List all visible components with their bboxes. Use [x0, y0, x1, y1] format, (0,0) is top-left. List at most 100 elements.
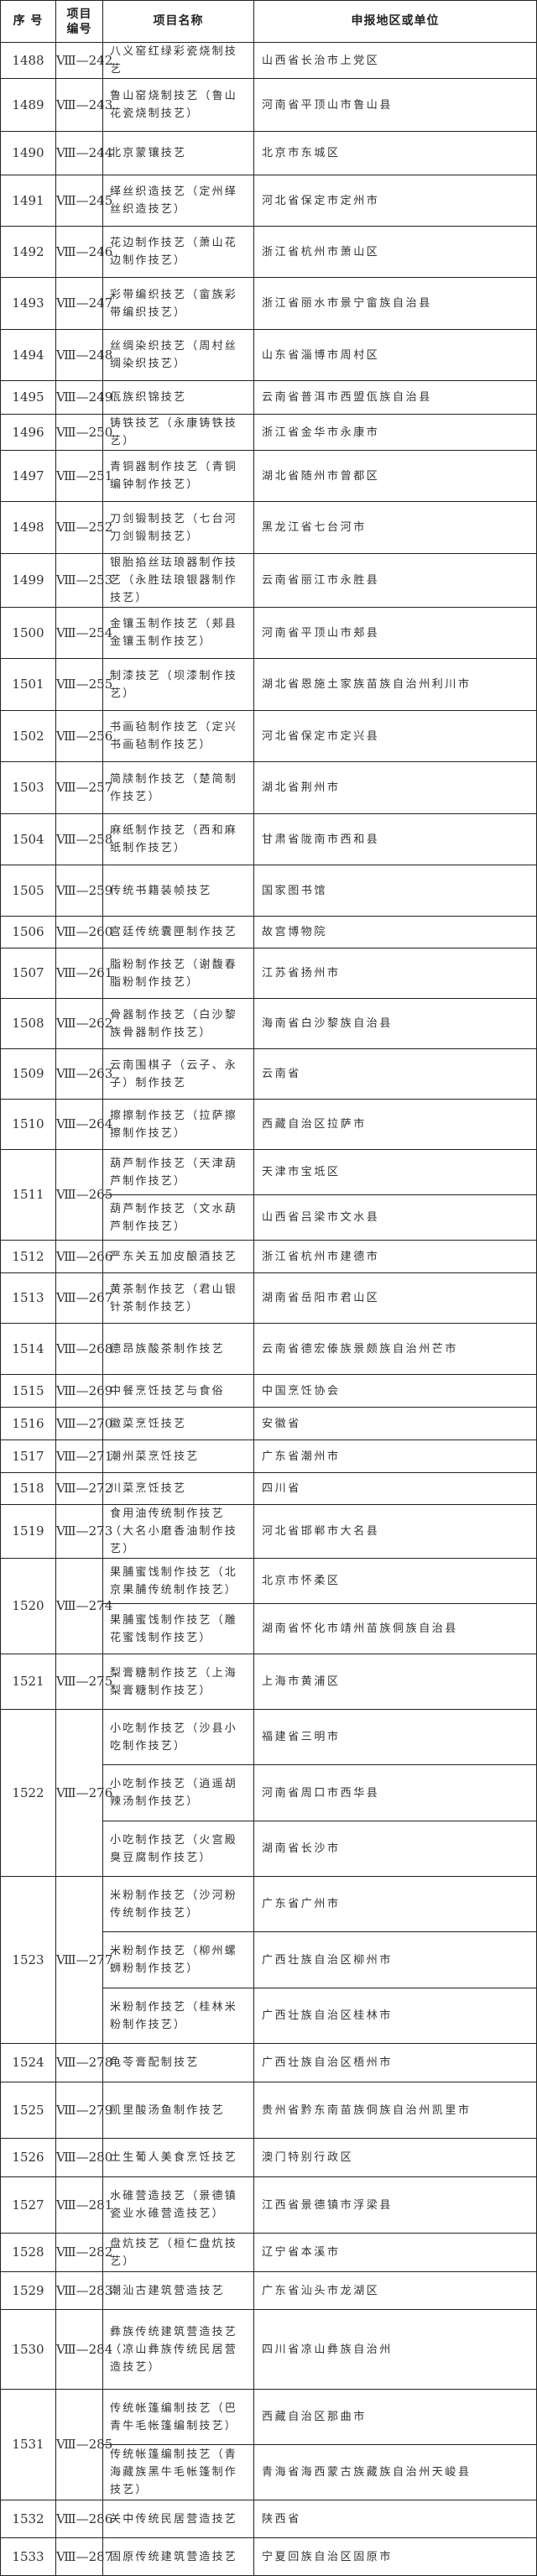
row-number: 1495: [0, 380, 56, 415]
table-row: 1492 Ⅷ—246 花边制作技艺（萧山花边制作技艺） 浙江省杭州市萧山区: [0, 226, 537, 278]
project-name: 彝族传统建筑营造技艺（凉山彝族传统民居营造技艺）: [102, 2309, 254, 2390]
project-code: Ⅷ—266: [55, 1240, 112, 1273]
project-code: Ⅷ—277: [55, 1876, 112, 2044]
project-name: 传统帐篷编制技艺（青海藏族黑牛毛帐篷制作技艺）: [102, 2444, 254, 2500]
row-number: 1496: [0, 414, 56, 451]
project-code: Ⅷ—249: [55, 380, 112, 415]
table-row: 1501 Ⅷ—255 制漆技艺（坝漆制作技艺） 湖北省恩施土家族苗族自治州利川市: [0, 658, 537, 711]
project-code: Ⅷ—283: [55, 2271, 112, 2310]
row-number: 1517: [0, 1440, 56, 1473]
declaring-region: 广西壮族自治区桂林市: [253, 1988, 537, 2044]
project-name: 米粉制作技艺（沙河粉传统制作技艺）: [102, 1876, 254, 1932]
project-name: 黄茶制作技艺（君山银针茶制作技艺）: [102, 1272, 254, 1324]
project-name: 丝绸染织技艺（周村丝绸染织技艺）: [102, 329, 254, 381]
table-row: 1500 Ⅷ—254 金镶玉制作技艺（郏县金镶玉制作技艺） 河南省平顶山市郏县: [0, 607, 537, 659]
table-row: 1518 Ⅷ—272 川菜烹饪技艺 四川省: [0, 1472, 537, 1505]
table-row: 1512 Ⅷ—266 严东关五加皮酿酒技艺 浙江省杭州市建德市: [0, 1240, 537, 1273]
project-code: Ⅷ—285: [55, 2389, 112, 2500]
table-row: 1529 Ⅷ—283 潮汕古建筑营造技艺 广东省汕头市龙湖区: [0, 2271, 537, 2310]
table-row: 1510 Ⅷ—264 擦擦制作技艺（拉萨擦擦制作技艺） 西藏自治区拉萨市: [0, 1099, 537, 1150]
row-number: 1509: [0, 1048, 56, 1100]
row-number: 1504: [0, 813, 56, 865]
table-row: 果脯蜜饯制作技艺（雕花蜜饯制作技艺） 湖南省怀化市靖州苗族侗族自治县: [1, 1603, 537, 1654]
project-name: 制漆技艺（坝漆制作技艺）: [102, 658, 254, 711]
table-row: 1521 Ⅷ—275 梨膏糖制作技艺（上海梨膏糖制作技艺） 上海市黄浦区: [0, 1654, 537, 1710]
row-number: 1503: [0, 761, 56, 814]
row-number: 1492: [0, 226, 56, 278]
row-number: 1518: [0, 1472, 56, 1505]
table-row: 1499 Ⅷ—253 银胎掐丝珐琅器制作技艺（永胜珐琅银器制作技艺） 云南省丽江市永胜…: [0, 553, 537, 608]
project-name: 潮州菜烹饪技艺: [102, 1440, 254, 1473]
declaring-region: 河北省保定市定兴县: [253, 710, 537, 762]
header-region: 申报地区或单位: [253, 0, 537, 43]
table-row: 1522 Ⅷ—276 小吃制作技艺（沙县小吃制作技艺） 福建省三明市: [0, 1709, 537, 1877]
row-number: 1490: [0, 131, 56, 175]
project-code: Ⅷ—272: [55, 1472, 112, 1505]
row-number: 1532: [0, 2500, 56, 2538]
table-row: 1527 Ⅷ—281 水碓营造技艺（景德镇瓷业水碓营造技艺） 江西省景德镇市浮梁县: [0, 2176, 537, 2234]
declaring-region: 澳门特别行政区: [253, 2138, 537, 2177]
row-number: 1515: [0, 1374, 56, 1408]
project-code: Ⅷ—279: [55, 2082, 112, 2139]
table-row: 1498 Ⅷ—252 刀剑锻制技艺（七台河刀剑锻制技艺） 黑龙江省七台河市: [0, 501, 537, 554]
project-code: Ⅷ—253: [55, 553, 112, 608]
declaring-region: 上海市黄浦区: [253, 1654, 537, 1710]
table-row: 1490 Ⅷ—244 北京蒙镶技艺 北京市东城区: [0, 131, 537, 175]
project-name: 川菜烹饪技艺: [102, 1472, 254, 1505]
project-code: Ⅷ—273: [55, 1504, 112, 1559]
row-number: 1494: [0, 329, 56, 381]
row-number: 1519: [0, 1504, 56, 1559]
table-row: 1506 Ⅷ—260 宫廷传统囊匣制作技艺 故宫博物院: [0, 916, 537, 948]
table-row: 1491 Ⅷ—245 缂丝织造技艺（定州缂丝织造技艺） 河北省保定市定州市: [0, 175, 537, 227]
row-number: 1489: [0, 78, 56, 132]
project-name: 凯里酸汤鱼制作技艺: [102, 2082, 254, 2139]
table-row: 1533 Ⅷ—287 固原传统建筑营造技艺 宁夏回族自治区固原市: [0, 2537, 537, 2576]
project-name: 德昂族酸茶制作技艺: [102, 1323, 254, 1375]
declaring-region: 浙江省金华市永康市: [253, 414, 537, 451]
project-name: 固原传统建筑营造技艺: [102, 2537, 254, 2576]
row-number: 1511: [0, 1149, 56, 1241]
table-row: 1514 Ⅷ—268 德昂族酸茶制作技艺 云南省德宏傣族景颇族自治州芒市: [0, 1323, 537, 1375]
table-row: 1496 Ⅷ—250 铸铁技艺（永康铸铁技艺） 浙江省金华市永康市: [0, 414, 537, 451]
row-number: 1527: [0, 2176, 56, 2234]
row-number: 1501: [0, 658, 56, 711]
row-number: 1507: [0, 948, 56, 999]
project-name: 严东关五加皮酿酒技艺: [102, 1240, 254, 1273]
declaring-region: 陕西省: [253, 2500, 537, 2538]
table-row: 1494 Ⅷ—248 丝绸染织技艺（周村丝绸染织技艺） 山东省淄博市周村区: [0, 329, 537, 381]
project-code: Ⅷ—258: [55, 813, 112, 865]
project-name: 小吃制作技艺（逍遥胡辣汤制作技艺）: [102, 1764, 254, 1821]
declaring-region: 国家图书馆: [253, 865, 537, 917]
row-number: 1526: [0, 2138, 56, 2177]
row-number: 1500: [0, 607, 56, 659]
project-name: 八义窑红绿彩瓷烧制技艺: [102, 42, 254, 79]
declaring-region: 湖南省长沙市: [253, 1821, 537, 1877]
project-code: Ⅷ—282: [55, 2233, 112, 2272]
declaring-region: 河南省平顶山市鲁山县: [253, 78, 537, 132]
project-name: 刀剑锻制技艺（七台河刀剑锻制技艺）: [102, 501, 254, 554]
project-name: 宫廷传统囊匣制作技艺: [102, 916, 254, 948]
project-code: Ⅷ—281: [55, 2176, 112, 2234]
declaring-region: 北京市东城区: [253, 131, 537, 175]
project-name: 麻纸制作技艺（西和麻纸制作技艺）: [102, 813, 254, 865]
table-row: 1525 Ⅷ—279 凯里酸汤鱼制作技艺 贵州省黔东南苗族侗族自治州凯里市: [0, 2082, 537, 2139]
project-name: 云南围棋子（云子、永子）制作技艺: [102, 1048, 254, 1100]
declaring-region: 浙江省杭州市萧山区: [253, 226, 537, 278]
declaring-region: 河北省保定市定州市: [253, 175, 537, 227]
project-code: Ⅷ—263: [55, 1048, 112, 1100]
declaring-region: 湖南省怀化市靖州苗族侗族自治县: [253, 1603, 537, 1654]
project-code: Ⅷ—246: [55, 226, 112, 278]
project-code: Ⅷ—267: [55, 1272, 112, 1324]
project-code: Ⅷ—284: [55, 2309, 112, 2390]
project-code: Ⅷ—250: [55, 414, 112, 451]
row-number: 1499: [0, 553, 56, 608]
declaring-region: 河南省平顶山市郏县: [253, 607, 537, 659]
table-row: 1509 Ⅷ—263 云南围棋子（云子、永子）制作技艺 云南省: [0, 1048, 537, 1100]
project-name: 铸铁技艺（永康铸铁技艺）: [102, 414, 254, 451]
row-number: 1491: [0, 175, 56, 227]
table-row: 1507 Ⅷ—261 脂粉制作技艺（谢馥春脂粉制作技艺） 江苏省扬州市: [0, 948, 537, 999]
declaring-region: 湖北省随州市曾都区: [253, 450, 537, 502]
declaring-region: 宁夏回族自治区固原市: [253, 2537, 537, 2576]
row-number: 1493: [0, 277, 56, 330]
project-name: 葫芦制作技艺（天津葫芦制作技艺）: [102, 1149, 254, 1195]
